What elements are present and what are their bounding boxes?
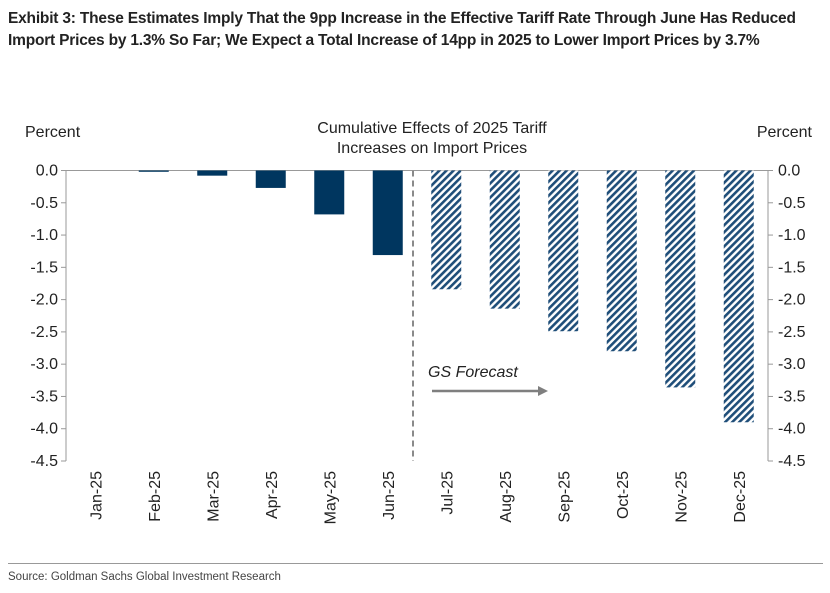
forecast-bar: [489, 170, 520, 309]
x-tick-label: Nov-25: [673, 471, 690, 523]
actual-bar: [255, 170, 286, 188]
right-tick-label: -3.5: [778, 388, 806, 405]
forecast-annotation: GS Forecast: [428, 364, 518, 381]
right-tick-label: -1.5: [778, 259, 806, 276]
left-tick-label: -3.5: [30, 388, 58, 405]
source-note: Source: Goldman Sachs Global Investment …: [8, 571, 281, 583]
right-axis-label: Percent: [757, 124, 813, 141]
left-tick-label: 0.0: [36, 163, 58, 180]
actual-bar: [197, 170, 228, 176]
right-tick-label: -0.5: [778, 195, 806, 212]
x-tick-label: Jul-25: [439, 471, 456, 515]
right-tick-label: -4.0: [778, 421, 806, 438]
left-axis-label: Percent: [25, 124, 81, 141]
left-tick-label: -3.0: [30, 356, 58, 373]
chart-title: Increases on Import Prices: [337, 140, 527, 157]
x-tick-label: Apr-25: [264, 471, 281, 519]
actual-bar: [138, 170, 169, 172]
tariff-effects-chart: 0.0 0.0 -0.5 -0.5 -1.0 -1.0 -1.5 -1.5 -2.0 -2.0 -2…: [25, 120, 813, 524]
forecast-bar: [606, 170, 637, 352]
forecast-bar: [665, 170, 696, 388]
x-tick-label: Oct-25: [615, 471, 632, 519]
x-tick-label: May-25: [322, 471, 339, 524]
right-tick-label: -3.0: [778, 356, 806, 373]
left-tick-label: -1.5: [30, 259, 58, 276]
right-tick-label: -2.0: [778, 292, 806, 309]
right-tick-label: -4.5: [778, 453, 806, 470]
x-tick-label: Feb-25: [147, 471, 164, 522]
right-tick-label: -2.5: [778, 324, 806, 341]
x-tick-label: Sep-25: [556, 471, 573, 523]
actual-bar: [372, 170, 403, 256]
x-tick-label: Jun-25: [381, 471, 398, 520]
x-tick-label: Mar-25: [205, 471, 222, 522]
left-tick-label: -2.0: [30, 292, 58, 309]
exhibit-title: Exhibit 3: These Estimates Imply That th…: [8, 10, 796, 49]
left-tick-label: -0.5: [30, 195, 58, 212]
forecast-bar: [431, 170, 462, 290]
source-divider: [8, 563, 823, 564]
chart-title: Cumulative Effects of 2025 Tariff: [317, 120, 547, 137]
left-tick-label: -4.5: [30, 453, 58, 470]
x-tick-label: Dec-25: [732, 471, 749, 523]
forecast-bar: [548, 170, 579, 332]
left-tick-label: -1.0: [30, 227, 58, 244]
forecast-arrow-icon: [538, 386, 548, 396]
left-tick-label: -4.0: [30, 421, 58, 438]
left-tick-label: -2.5: [30, 324, 58, 341]
x-tick-label: Jan-25: [88, 471, 105, 520]
right-tick-label: 0.0: [778, 163, 800, 180]
forecast-bar: [723, 170, 754, 423]
actual-bar: [314, 170, 345, 215]
x-tick-label: Aug-25: [498, 471, 515, 523]
right-tick-label: -1.0: [778, 227, 806, 244]
